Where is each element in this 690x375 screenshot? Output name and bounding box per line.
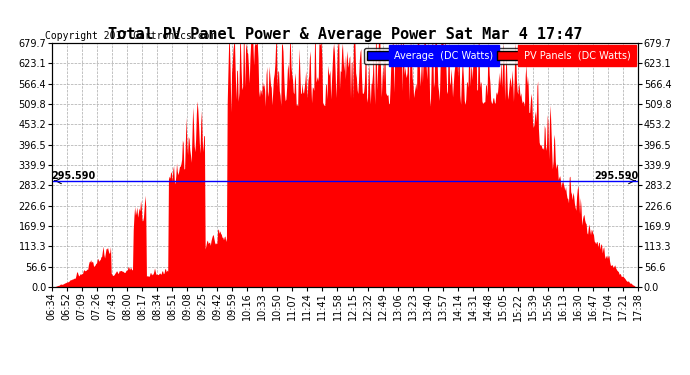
Text: 295.590: 295.590	[594, 171, 638, 181]
Text: Copyright 2017 Cartronics.com: Copyright 2017 Cartronics.com	[45, 32, 215, 41]
Legend: Average  (DC Watts), PV Panels  (DC Watts): Average (DC Watts), PV Panels (DC Watts)	[364, 48, 633, 64]
Text: 295.590: 295.590	[52, 171, 96, 181]
Title: Total PV Panel Power & Average Power Sat Mar 4 17:47: Total PV Panel Power & Average Power Sat…	[108, 27, 582, 42]
